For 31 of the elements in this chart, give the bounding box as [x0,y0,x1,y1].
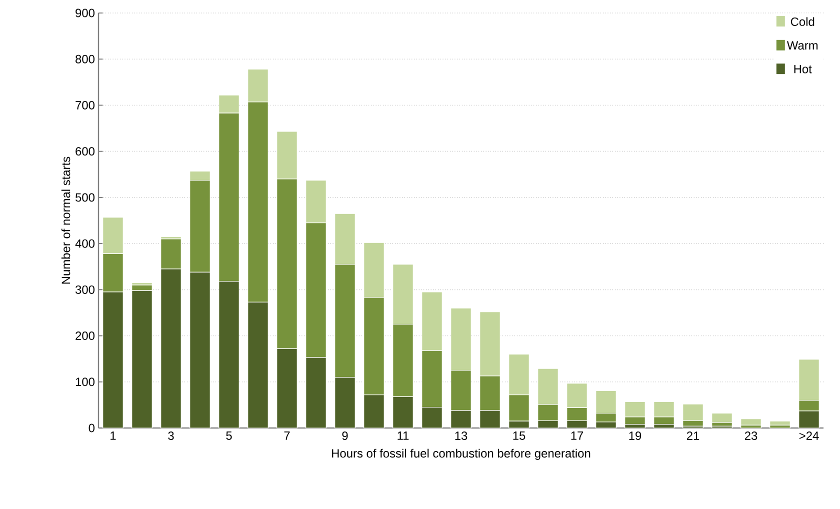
x-tick-label: 19 [629,432,642,440]
x-tick-label: 13 [455,432,468,440]
x-tick-label: 7 [284,432,290,440]
x-axis-title: Hours of fossil fuel combustion before generation [332,448,590,460]
x-tick-label: >24 [799,432,819,440]
y-tick-label: 500 [76,193,95,202]
y-tick-label: 700 [76,101,95,110]
legend-label: Cold [790,17,814,26]
x-tick-label: 1 [110,432,116,440]
x-tick-label: 11 [398,432,409,440]
bar [770,424,790,428]
y-tick-label: 200 [76,332,95,340]
y-tick-label: 800 [76,54,95,64]
x-tick-label: 15 [513,432,526,440]
x-tick-label: 17 [571,432,584,440]
x-tick-label: 3 [168,432,174,440]
legend-label: Hot [794,64,812,74]
y-tick-label: 300 [75,285,95,294]
y-tick-label: 100 [76,378,95,386]
y-axis-title: Number of normal starts [61,156,70,284]
y-tick-label: 600 [76,147,95,156]
bar [712,412,732,423]
y-tick-label: 400 [75,239,95,248]
x-tick-label: 9 [342,432,348,440]
y-tick-label: 900 [76,8,95,18]
legend-label: Warm [786,41,818,50]
x-tick-label: 5 [226,432,232,440]
x-tick-label: 23 [744,432,758,440]
bar [740,418,762,426]
y-tick-label: 0 [88,424,95,432]
x-tick-label: 21 [686,432,700,440]
